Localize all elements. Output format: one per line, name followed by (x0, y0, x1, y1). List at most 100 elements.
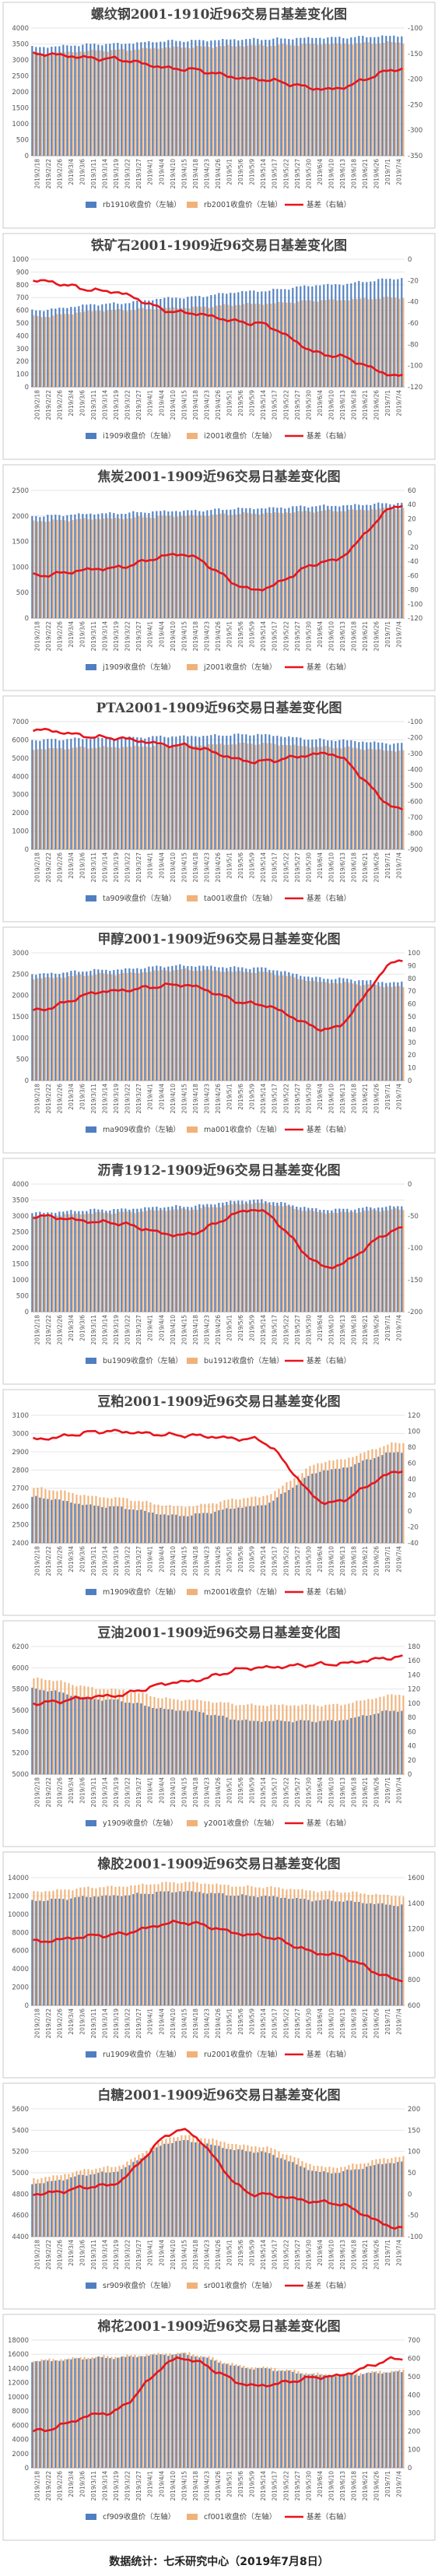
bar-series-b (196, 306, 198, 387)
bar-series-a (350, 1717, 352, 1774)
bar-series-a (82, 971, 84, 1081)
bar-series-a (272, 1202, 275, 1312)
left-axis-tick: 0 (25, 615, 29, 623)
bar-series-b (359, 509, 362, 618)
bar-series-a (156, 2354, 158, 2468)
bar-series-b (363, 2163, 366, 2237)
bar-series-a (241, 2149, 244, 2237)
bar-series-a (105, 1895, 107, 2005)
bar-series-a (389, 1452, 391, 1543)
bar-series-a (331, 2375, 333, 2468)
bar-series-a (171, 2354, 173, 2468)
bar-series-b (348, 300, 350, 387)
bar-series-b (227, 2363, 230, 2468)
x-axis-tick: 2019/5/27 (294, 390, 301, 420)
bar-series-b (165, 1882, 167, 2005)
left-axis-tick: 10000 (8, 2394, 29, 2402)
left-axis-tick: 1000 (12, 1277, 29, 1284)
bar-series-a (241, 508, 244, 618)
bar-series-a (327, 1470, 329, 1543)
bar-series-b (286, 302, 288, 387)
bar-series-b (239, 1204, 241, 1312)
x-axis-tick: 2019/3/11 (90, 1315, 97, 1345)
bar-series-a (393, 2371, 395, 2468)
x-axis-tick: 2019/6/10 (328, 1777, 335, 1808)
bar-series-b (153, 518, 156, 618)
x-axis-tick: 2019/3/27 (135, 621, 142, 652)
bar-series-b (157, 744, 159, 849)
bar-series-a (39, 2183, 41, 2237)
x-axis-tick: 2019/4/23 (203, 1777, 210, 1808)
bar-series-a (381, 1207, 384, 1312)
bar-series-a (31, 740, 33, 849)
bar-series-a (218, 1892, 220, 2005)
bar-series-b (95, 1495, 97, 1543)
bar-series-a (214, 2145, 216, 2237)
bar-series-a (296, 1485, 298, 1543)
bar-series-b (332, 299, 335, 387)
bar-series-b (72, 51, 74, 156)
x-axis-tick: 2019/4/23 (203, 1546, 210, 1576)
bar-series-b (394, 2156, 397, 2237)
x-axis-tick: 2019/4/4 (158, 2240, 165, 2266)
x-axis-tick: 2019/4/10 (170, 1315, 177, 1345)
bar-series-b (379, 43, 381, 156)
bar-series-a (288, 1899, 290, 2005)
bar-series-a (51, 308, 53, 387)
bar-series-b (235, 971, 237, 1081)
bar-series-a (362, 1460, 364, 1543)
bar-series-a (393, 279, 395, 387)
bar-series-b (328, 299, 331, 387)
bar-series-b (138, 2355, 140, 2468)
bar-series-b (64, 2359, 66, 2468)
bar-series-a (97, 1699, 100, 1774)
x-axis-tick: 2019/6/13 (339, 1546, 346, 1576)
bar-series-a (292, 1205, 294, 1312)
bar-series-b (293, 1705, 296, 1774)
bar-series-a (78, 513, 80, 618)
bar-series-b (305, 746, 307, 849)
bar-series-a (101, 1700, 103, 1774)
bar-series-a (124, 738, 127, 849)
bar-series-b (247, 45, 249, 156)
bar-series-b (363, 984, 366, 1081)
bar-series-a (296, 1207, 298, 1312)
x-axis-tick: 2019/6/21 (362, 2240, 369, 2270)
x-axis-tick: 2019/6/18 (351, 2471, 358, 2501)
bar-series-a (89, 2174, 92, 2237)
bar-series-a (144, 1207, 146, 1312)
bar-series-b (142, 1211, 144, 1312)
bar-series-b (91, 2170, 93, 2237)
bar-series-b (145, 2354, 148, 2468)
bar-series-a (156, 1514, 158, 1543)
bar-series-b (383, 2371, 385, 2468)
bar-series-a (346, 504, 349, 618)
bar-series-b (219, 513, 222, 618)
bar-series-a (319, 1720, 321, 1774)
x-axis-tick: 2019/4/26 (215, 1777, 222, 1808)
legend-label: j1909收盘价（左轴） (102, 662, 175, 672)
bar-series-b (149, 1502, 152, 1543)
x-axis-tick: 2019/5/1 (226, 2008, 233, 2035)
bar-series-b (142, 308, 144, 387)
bar-series-b (227, 44, 230, 156)
bar-series-a (226, 736, 228, 849)
bar-series-b (367, 1211, 370, 1312)
x-axis-tick: 2019/3/27 (135, 1777, 142, 1808)
bar-series-b (344, 982, 346, 1081)
legend-label: sr001收盘价（左轴） (204, 2281, 277, 2290)
bar-series-b (110, 1498, 113, 1543)
bar-series-a (335, 37, 337, 156)
bar-series-b (161, 515, 163, 618)
right-axis-tick: 0 (408, 2465, 412, 2472)
bar-series-b (309, 44, 311, 156)
bar-series-b (208, 2356, 210, 2468)
x-axis-tick: 2019/3/11 (90, 390, 97, 420)
right-axis-tick: 0 (408, 2191, 412, 2198)
bar-series-b (402, 986, 405, 1081)
left-axis-tick: 8000 (12, 2408, 29, 2416)
bar-series-a (373, 1458, 376, 1543)
right-axis-tick: -500 (408, 782, 422, 790)
x-axis-tick: 2019/7/1 (384, 1546, 391, 1573)
bar-series-b (251, 1885, 253, 2005)
